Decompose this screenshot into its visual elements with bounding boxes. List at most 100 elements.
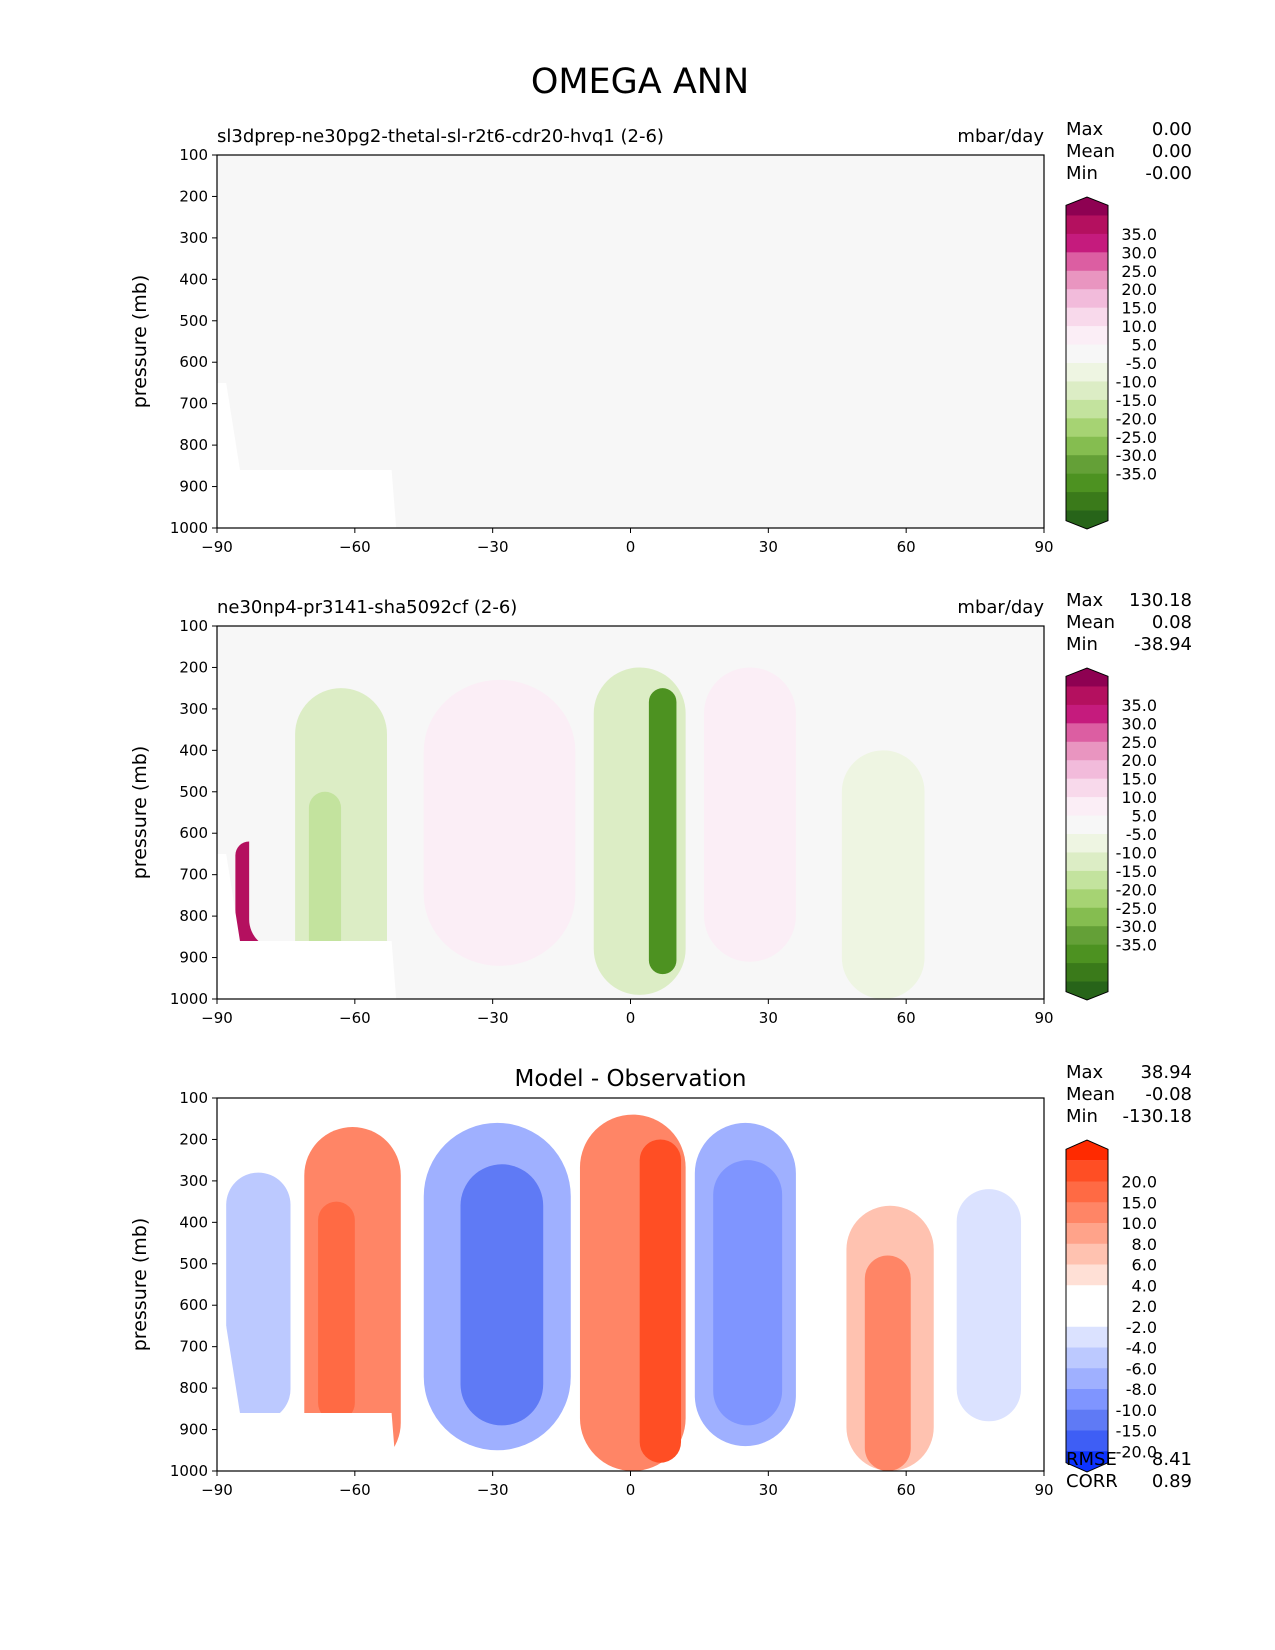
stat-max-label: Max — [1066, 1062, 1104, 1083]
panel-units: mbar/day — [957, 597, 1044, 618]
contour-field — [217, 667, 1003, 999]
x-tick-label: 30 — [759, 1481, 778, 1499]
colorbar-segment — [1066, 778, 1108, 798]
y-tick-label: 300 — [179, 700, 208, 718]
colorbar-outline — [1065, 667, 1109, 1001]
colorbar-segment — [1066, 815, 1108, 835]
y-tick-label: 100 — [179, 146, 208, 164]
x-tick-label: −30 — [477, 538, 509, 556]
colorbar-label: -35.0 — [1116, 936, 1157, 955]
panel-2: ne30np4-pr3141-sha5092cf (2-6) mbar/day −9… — [129, 590, 1192, 1027]
colorbar-label: -4.0 — [1126, 1339, 1157, 1358]
colorbar-label: -25.0 — [1116, 428, 1157, 447]
colorbar-segment — [1066, 1389, 1108, 1411]
x-tick-label: 0 — [626, 538, 636, 556]
colorbar-segment — [1066, 1306, 1108, 1328]
colorbar-segment — [1066, 492, 1108, 512]
y-tick-label: 200 — [179, 658, 208, 676]
colorbar-label: -8.0 — [1126, 1380, 1157, 1399]
colorbar-segment — [1066, 741, 1108, 761]
colorbar-segment — [1066, 1264, 1108, 1286]
colorbar-lower-extension — [1066, 981, 1108, 1000]
stat-max-value: 0.00 — [1152, 119, 1192, 140]
panel-1: sl3dprep-ne30pg2-thetal-sl-r2t6-cdr20-hv… — [129, 119, 1192, 556]
y-tick-label: 1000 — [170, 1462, 208, 1480]
colorbar-segment — [1066, 363, 1108, 382]
colorbar-label: 20.0 — [1121, 280, 1157, 299]
colorbar-segment — [1066, 307, 1108, 327]
x-tick-label: 60 — [897, 538, 916, 556]
x-tick-label: −30 — [477, 1481, 509, 1499]
contour-region-9 — [841, 750, 925, 999]
stat-min-label: Min — [1066, 1106, 1098, 1127]
contour-region-10 — [984, 882, 1003, 950]
colorbar-segment — [1066, 686, 1108, 706]
y-tick-label: 800 — [179, 1379, 208, 1397]
colorbar-label: 10.0 — [1121, 788, 1157, 807]
contour-region-6 — [460, 1164, 544, 1426]
colorbar-segment — [1066, 270, 1108, 290]
x-tick-label: 60 — [897, 1009, 916, 1027]
colorbar-label: 5.0 — [1132, 807, 1157, 826]
colorbar-label: 15.0 — [1121, 299, 1157, 318]
colorbar-label: -15.0 — [1116, 1422, 1157, 1441]
missing-data-mask — [217, 1325, 397, 1471]
colorbar-label: 10.0 — [1121, 317, 1157, 336]
y-tick-label: 600 — [179, 824, 208, 842]
colorbar-segment — [1066, 1409, 1108, 1431]
figure-title: OMEGA ANN — [531, 62, 749, 102]
colorbar-segment — [1066, 1326, 1108, 1348]
y-axis-label: pressure (mb) — [129, 275, 151, 409]
plot-area — [217, 155, 1044, 528]
colorbar-segment — [1066, 252, 1108, 272]
stat-max-value: 38.94 — [1140, 1062, 1192, 1083]
stat-mean-value: -0.08 — [1145, 1084, 1192, 1105]
x-tick-label: 0 — [626, 1481, 636, 1499]
colorbar-segment — [1066, 215, 1108, 235]
contour-region-2 — [249, 733, 309, 950]
colorbar-segment — [1066, 926, 1108, 946]
y-tick-label: 400 — [179, 1213, 208, 1231]
panel-center-title: Model - Observation — [514, 1066, 746, 1092]
y-tick-label: 100 — [179, 617, 208, 635]
colorbar-label: -15.0 — [1116, 391, 1157, 410]
colorbar-segment — [1066, 907, 1108, 927]
colorbar-label: -30.0 — [1116, 446, 1157, 465]
y-tick-label: 400 — [179, 270, 208, 288]
stat-mean-value: 0.00 — [1152, 141, 1192, 162]
stat-max-label: Max — [1066, 590, 1104, 611]
colorbar-segment — [1066, 723, 1108, 743]
contour-region-4 — [318, 1201, 355, 1422]
y-tick-label: 200 — [179, 1130, 208, 1148]
colorbar-label: -10.0 — [1116, 1401, 1157, 1420]
panel-left-title: ne30np4-pr3141-sha5092cf (2-6) — [217, 597, 517, 618]
y-tick-label: 900 — [179, 478, 208, 496]
panel-units: mbar/day — [957, 126, 1044, 147]
colorbar-segment — [1066, 944, 1108, 964]
colorbar-segment — [1066, 889, 1108, 909]
colorbar: 20.015.0 10.0 8.0 6.04.0 2.0 -2.0 -4.0-6.0 -8.0… — [1065, 1139, 1157, 1473]
missing-data-mask — [217, 382, 397, 528]
colorbar-segment — [1066, 418, 1108, 438]
colorbar: 35.030.025.020.015.010.05.0-5.0-10.0-15.… — [1065, 196, 1157, 530]
contour-region-2 — [226, 1172, 291, 1422]
stat-max-label: Max — [1066, 119, 1104, 140]
x-tick-label: −60 — [339, 1481, 371, 1499]
colorbar-label: -25.0 — [1116, 899, 1157, 918]
x-tick-label: −90 — [201, 538, 233, 556]
y-tick-label: 700 — [179, 395, 208, 413]
colorbar-label: 2.0 — [1132, 1297, 1157, 1316]
colorbar-label: -20.0 — [1116, 1442, 1157, 1461]
colorbar-upper-extension — [1066, 197, 1108, 216]
x-tick-label: −90 — [201, 1481, 233, 1499]
colorbar-label: 35.0 — [1121, 696, 1157, 715]
stat-corr-value: 0.89 — [1152, 1471, 1192, 1492]
x-tick-label: −90 — [201, 1009, 233, 1027]
colorbar-segment — [1066, 381, 1108, 401]
colorbar-label: -10.0 — [1116, 372, 1157, 391]
colorbar-segment — [1066, 326, 1108, 346]
colorbar-lower-extension — [1066, 510, 1108, 529]
stat-min-value: -0.00 — [1145, 163, 1192, 184]
colorbar-segment — [1066, 1223, 1108, 1245]
